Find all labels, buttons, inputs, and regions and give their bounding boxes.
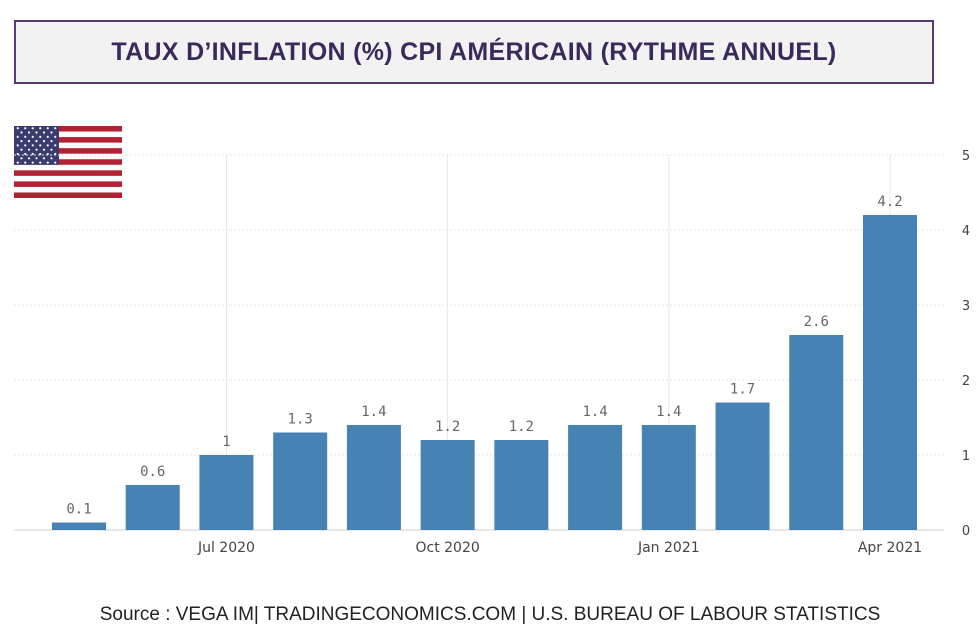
title-box: TAUX D’INFLATION (%) CPI AMÉRICAIN (RYTH… (14, 20, 934, 84)
data-label: 1.2 (509, 419, 534, 435)
data-label: 1.3 (288, 412, 313, 428)
chart-title: TAUX D’INFLATION (%) CPI AMÉRICAIN (RYTH… (111, 37, 837, 66)
bar-chart: 0.1 0.6 1 1.3 1.4 1.2 1.2 1.4 1.4 1.7 2.6 4.2 Jul 20… (14, 149, 970, 556)
data-label: 0.6 (140, 464, 165, 480)
bar (641, 425, 696, 530)
data-label: 4.2 (877, 194, 902, 210)
x-tick-label: Jul 2020 (197, 540, 255, 556)
bar (52, 522, 106, 530)
bar (863, 215, 917, 530)
y-tick-label: 3 (962, 299, 970, 314)
data-label: 2.6 (804, 314, 829, 330)
bar (568, 425, 623, 530)
y-tick-label: 4 (962, 224, 970, 239)
us-flag-icon (14, 126, 122, 198)
y-tick-label: 2 (962, 374, 970, 389)
bar (789, 335, 844, 530)
data-label: 1.2 (435, 419, 460, 435)
bar (125, 485, 180, 530)
x-tick-label: Jan 2021 (637, 540, 700, 556)
x-tick-label: Apr 2021 (858, 540, 922, 556)
y-tick-label: 1 (962, 449, 970, 464)
bar (715, 402, 770, 530)
data-label: 1.4 (656, 404, 681, 420)
bar (346, 425, 401, 530)
y-tick-label: 0 (962, 524, 970, 539)
bar (199, 455, 254, 530)
bar (494, 440, 549, 530)
data-label: 0.1 (66, 502, 91, 518)
y-tick-label: 5 (962, 149, 970, 164)
x-tick-label: Oct 2020 (415, 540, 479, 556)
source-note: Source : VEGA IM| TRADINGECONOMICS.COM |… (99, 604, 881, 625)
bar (420, 440, 475, 530)
bar (273, 432, 328, 530)
data-label: 1.4 (582, 404, 607, 420)
data-label: 1 (222, 434, 230, 450)
data-label: 1.4 (361, 404, 386, 420)
data-label: 1.7 (730, 382, 755, 398)
